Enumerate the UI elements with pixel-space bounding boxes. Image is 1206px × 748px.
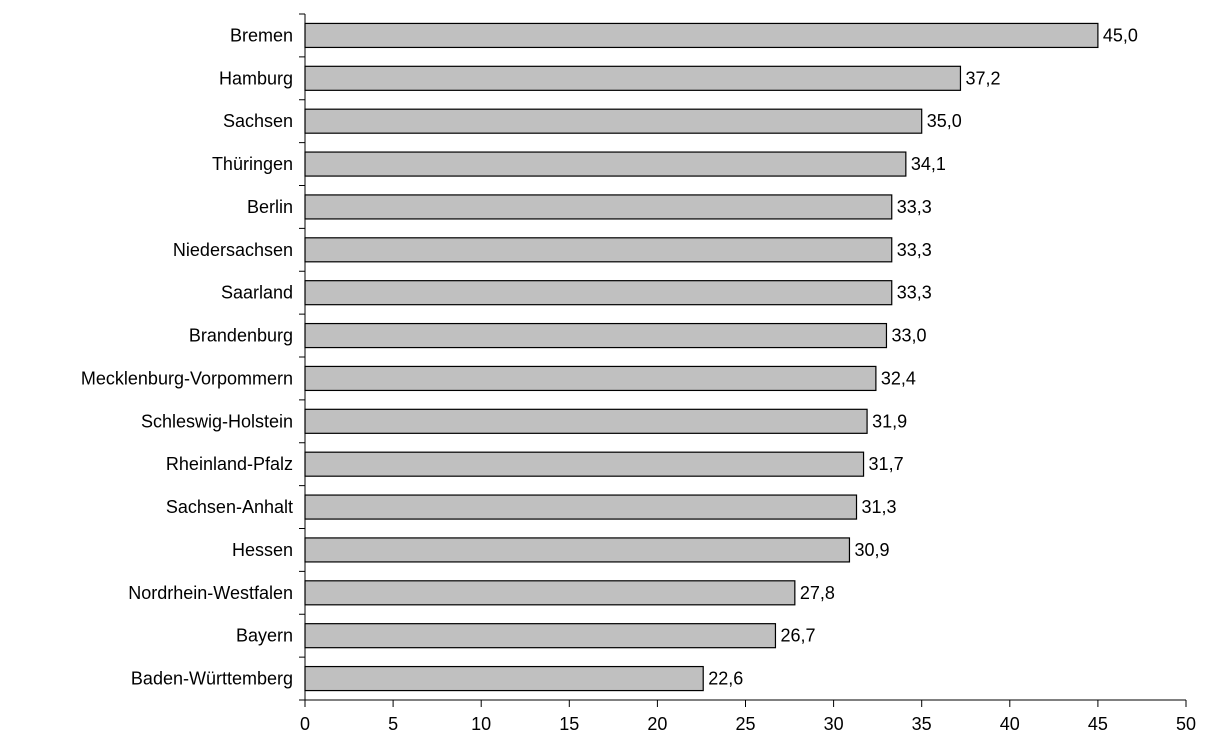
bar-rheinland-pfalz: [304, 451, 865, 477]
value-label: 32,4: [881, 368, 916, 388]
bar-mecklenburg-vorpommern: [304, 365, 877, 392]
value-label: 45,0: [1103, 25, 1138, 45]
bar-sachsen-anhalt: [304, 494, 858, 520]
category-label: Brandenburg: [189, 326, 293, 346]
bar-niedersachsen: [304, 237, 893, 263]
x-tick-label: 45: [1088, 714, 1108, 734]
category-label: Hamburg: [219, 68, 293, 88]
category-label: Schleswig-Holstein: [141, 411, 293, 431]
bar-nordrhein-westfalen: [304, 580, 796, 606]
bar-brandenburg: [304, 322, 888, 349]
bar-hessen: [304, 537, 851, 563]
value-label: 34,1: [911, 154, 946, 174]
x-tick-label: 25: [735, 714, 755, 734]
bar-hamburg: [304, 65, 962, 91]
x-tick-label: 35: [912, 714, 932, 734]
category-label: Mecklenburg-Vorpommern: [81, 368, 293, 388]
value-label: 27,8: [800, 583, 835, 603]
category-label: Nordrhein-Westfalen: [128, 583, 293, 603]
value-label: 33,3: [897, 283, 932, 303]
value-label: 33,3: [897, 240, 932, 260]
bar-bremen: [304, 22, 1099, 49]
category-label: Saarland: [221, 283, 293, 303]
x-tick-label: 15: [559, 714, 579, 734]
x-tick-label: 50: [1176, 714, 1196, 734]
x-tick-label: 20: [647, 714, 667, 734]
category-label: Rheinland-Pfalz: [166, 454, 293, 474]
value-label: 31,3: [862, 497, 897, 517]
labels-layer: Bremen 45,0 Hamburg 37,2 Sachsen 35,0 Thüringe…: [81, 25, 1196, 734]
value-label: 31,9: [872, 411, 907, 431]
x-tick-label: 10: [471, 714, 491, 734]
value-label: 31,7: [869, 454, 904, 474]
bars-layer: [304, 22, 1099, 692]
category-label: Niedersachsen: [173, 240, 293, 260]
category-label: Sachsen: [223, 111, 293, 131]
category-label: Baden-Württemberg: [131, 669, 293, 689]
value-label: 22,6: [708, 669, 743, 689]
bar-saarland: [304, 280, 893, 306]
x-tick-label: 0: [300, 714, 310, 734]
category-label: Thüringen: [212, 154, 293, 174]
value-label: 33,3: [897, 197, 932, 217]
value-label: 33,0: [891, 326, 926, 346]
bar-thüringen: [304, 151, 907, 177]
x-tick-label: 30: [824, 714, 844, 734]
value-label: 35,0: [927, 111, 962, 131]
value-label: 37,2: [965, 68, 1000, 88]
category-label: Berlin: [247, 197, 293, 217]
category-label: Hessen: [232, 540, 293, 560]
category-label: Bremen: [230, 25, 293, 45]
bar-schleswig-holstein: [304, 408, 868, 434]
bar-berlin: [304, 194, 893, 220]
category-label: Bayern: [236, 626, 293, 646]
axes-layer: [299, 13, 1187, 707]
bar-sachsen: [304, 108, 923, 134]
value-label: 26,7: [780, 626, 815, 646]
x-tick-label: 40: [1000, 714, 1020, 734]
bar-baden-württemberg: [304, 665, 704, 692]
bar-bayern: [304, 623, 777, 649]
value-label: 30,9: [854, 540, 889, 560]
category-label: Sachsen-Anhalt: [166, 497, 293, 517]
x-tick-label: 5: [388, 714, 398, 734]
